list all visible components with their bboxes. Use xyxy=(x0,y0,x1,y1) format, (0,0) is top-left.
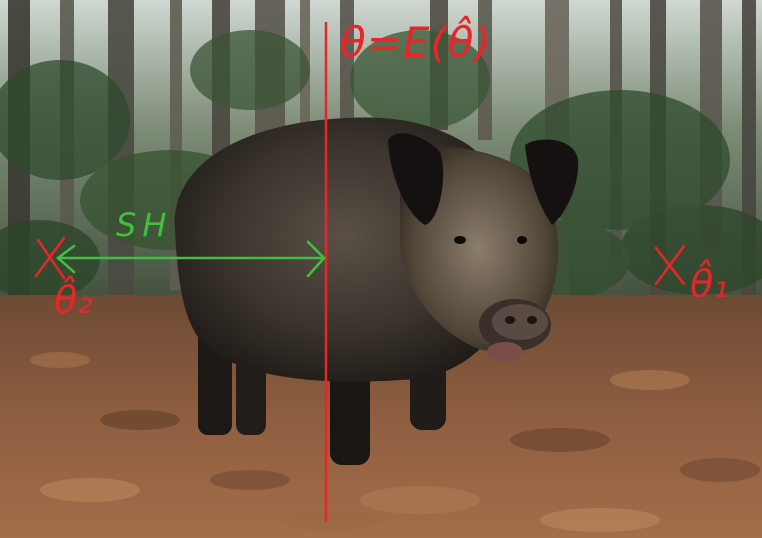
left-theta-label: θ̂₂ xyxy=(54,278,93,322)
sh-arrow xyxy=(56,240,326,278)
sh-label: SH xyxy=(116,206,173,244)
leaf-texture xyxy=(30,352,760,532)
top-formula-label: θ=E(θ̂) xyxy=(340,18,492,67)
wild-boar xyxy=(174,117,579,465)
right-cross-label: X xyxy=(0,0,1,1)
left-cross-mark xyxy=(34,236,66,280)
right-cross-mark xyxy=(654,244,686,286)
right-theta-label: θ̂₁ xyxy=(690,262,729,306)
